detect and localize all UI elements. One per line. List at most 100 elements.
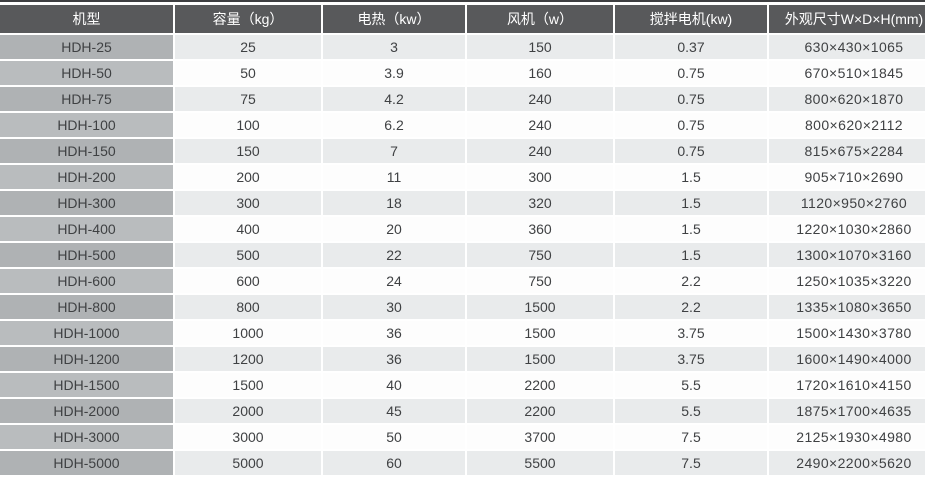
heating-cell: 3 — [323, 35, 465, 59]
heating-cell: 30 — [323, 295, 465, 319]
capacity-cell: 25 — [175, 35, 321, 59]
motor-cell: 7.5 — [615, 451, 767, 475]
spec-table: 机型 容量（kg） 电热（kw） 风机（w） 搅拌电机(kw) 外观尺寸W×D×… — [0, 3, 925, 477]
dimensions-cell: 2125×1930×4980 — [769, 425, 925, 449]
model-cell: HDH-600 — [0, 269, 173, 293]
motor-cell: 1.5 — [615, 217, 767, 241]
table-row: HDH-300 300 18 320 1.5 1120×950×2760 — [0, 191, 925, 215]
model-cell: HDH-75 — [0, 87, 173, 111]
dimensions-cell: 1875×1700×4635 — [769, 399, 925, 423]
capacity-cell: 300 — [175, 191, 321, 215]
capacity-cell: 400 — [175, 217, 321, 241]
model-cell: HDH-150 — [0, 139, 173, 163]
heating-cell: 4.2 — [323, 87, 465, 111]
motor-cell: 0.75 — [615, 87, 767, 111]
heating-cell: 6.2 — [323, 113, 465, 137]
heating-cell: 45 — [323, 399, 465, 423]
table-row: HDH-100 100 6.2 240 0.75 800×620×2112 — [0, 113, 925, 137]
capacity-cell: 3000 — [175, 425, 321, 449]
model-cell: HDH-2000 — [0, 399, 173, 423]
fan-cell: 5500 — [467, 451, 613, 475]
column-header-dimensions: 外观尺寸W×D×H(mm) — [769, 5, 925, 33]
column-header-fan: 风机（w） — [467, 5, 613, 33]
heating-cell: 36 — [323, 347, 465, 371]
motor-cell: 0.75 — [615, 61, 767, 85]
motor-cell: 1.5 — [615, 165, 767, 189]
dimensions-cell: 1335×1080×3650 — [769, 295, 925, 319]
dimensions-cell: 1500×1430×3780 — [769, 321, 925, 345]
fan-cell: 750 — [467, 269, 613, 293]
motor-cell: 2.2 — [615, 295, 767, 319]
table-row: HDH-150 150 7 240 0.75 815×675×2284 — [0, 139, 925, 163]
heating-cell: 3.9 — [323, 61, 465, 85]
fan-cell: 1500 — [467, 295, 613, 319]
table-row: HDH-5000 5000 60 5500 7.5 2490×2200×5620 — [0, 451, 925, 475]
table-row: HDH-500 500 22 750 1.5 1300×1070×3160 — [0, 243, 925, 267]
model-cell: HDH-50 — [0, 61, 173, 85]
model-cell: HDH-5000 — [0, 451, 173, 475]
capacity-cell: 1500 — [175, 373, 321, 397]
heating-cell: 7 — [323, 139, 465, 163]
fan-cell: 320 — [467, 191, 613, 215]
capacity-cell: 600 — [175, 269, 321, 293]
fan-cell: 160 — [467, 61, 613, 85]
dimensions-cell: 815×675×2284 — [769, 139, 925, 163]
fan-cell: 2200 — [467, 373, 613, 397]
dimensions-cell: 905×710×2690 — [769, 165, 925, 189]
model-cell: HDH-100 — [0, 113, 173, 137]
fan-cell: 150 — [467, 35, 613, 59]
table-row: HDH-75 75 4.2 240 0.75 800×620×1870 — [0, 87, 925, 111]
capacity-cell: 5000 — [175, 451, 321, 475]
motor-cell: 5.5 — [615, 399, 767, 423]
fan-cell: 1500 — [467, 321, 613, 345]
table-body: HDH-25 25 3 150 0.37 630×430×1065 HDH-50 50 3.9 1… — [0, 35, 925, 475]
motor-cell: 3.75 — [615, 321, 767, 345]
table-row: HDH-200 200 11 300 1.5 905×710×2690 — [0, 165, 925, 189]
fan-cell: 240 — [467, 113, 613, 137]
heating-cell: 20 — [323, 217, 465, 241]
table-row: HDH-600 600 24 750 2.2 1250×1035×3220 — [0, 269, 925, 293]
dimensions-cell: 1600×1490×4000 — [769, 347, 925, 371]
capacity-cell: 1200 — [175, 347, 321, 371]
fan-cell: 750 — [467, 243, 613, 267]
fan-cell: 240 — [467, 139, 613, 163]
fan-cell: 2200 — [467, 399, 613, 423]
table-row: HDH-2000 2000 45 2200 5.5 1875×1700×4635 — [0, 399, 925, 423]
heating-cell: 36 — [323, 321, 465, 345]
dimensions-cell: 1720×1610×4150 — [769, 373, 925, 397]
heating-cell: 24 — [323, 269, 465, 293]
column-header-model: 机型 — [0, 5, 173, 33]
capacity-cell: 200 — [175, 165, 321, 189]
capacity-cell: 100 — [175, 113, 321, 137]
dimensions-cell: 630×430×1065 — [769, 35, 925, 59]
model-cell: HDH-800 — [0, 295, 173, 319]
model-cell: HDH-500 — [0, 243, 173, 267]
column-header-heating: 电热（kw） — [323, 5, 465, 33]
motor-cell: 0.75 — [615, 113, 767, 137]
model-cell: HDH-400 — [0, 217, 173, 241]
column-header-motor: 搅拌电机(kw) — [615, 5, 767, 33]
heating-cell: 60 — [323, 451, 465, 475]
table-row: HDH-1000 1000 36 1500 3.75 1500×1430×3780 — [0, 321, 925, 345]
fan-cell: 240 — [467, 87, 613, 111]
model-cell: HDH-3000 — [0, 425, 173, 449]
model-cell: HDH-1200 — [0, 347, 173, 371]
table-row: HDH-50 50 3.9 160 0.75 670×510×1845 — [0, 61, 925, 85]
table-row: HDH-3000 3000 50 3700 7.5 2125×1930×4980 — [0, 425, 925, 449]
heating-cell: 40 — [323, 373, 465, 397]
column-header-capacity: 容量（kg） — [175, 5, 321, 33]
heating-cell: 18 — [323, 191, 465, 215]
capacity-cell: 1000 — [175, 321, 321, 345]
capacity-cell: 2000 — [175, 399, 321, 423]
model-cell: HDH-1000 — [0, 321, 173, 345]
dimensions-cell: 1120×950×2760 — [769, 191, 925, 215]
motor-cell: 1.5 — [615, 191, 767, 215]
heating-cell: 11 — [323, 165, 465, 189]
table-row: HDH-25 25 3 150 0.37 630×430×1065 — [0, 35, 925, 59]
heating-cell: 50 — [323, 425, 465, 449]
dimensions-cell: 1220×1030×2860 — [769, 217, 925, 241]
table-header-row: 机型 容量（kg） 电热（kw） 风机（w） 搅拌电机(kw) 外观尺寸W×D×… — [0, 5, 925, 33]
dimensions-cell: 1300×1070×3160 — [769, 243, 925, 267]
motor-cell: 0.37 — [615, 35, 767, 59]
